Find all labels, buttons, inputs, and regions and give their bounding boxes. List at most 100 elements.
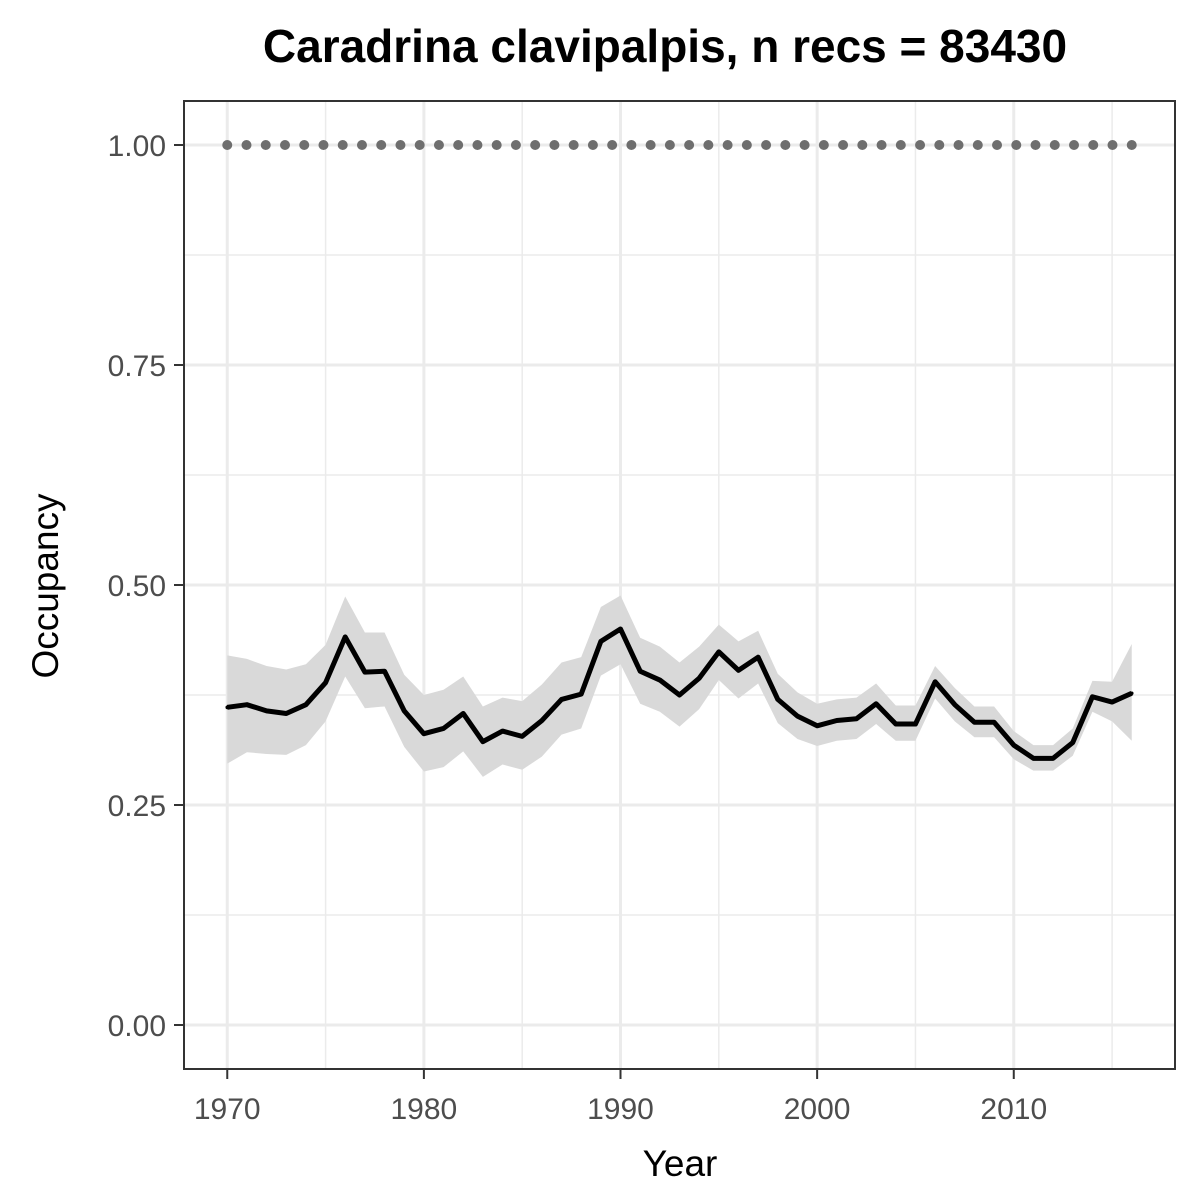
dotted-line-dot [992, 140, 1003, 150]
dotted-line-dot [645, 140, 656, 150]
occupancy-point [677, 693, 682, 697]
dotted-line-dot [376, 140, 387, 150]
dotted-line-dot [433, 140, 444, 150]
occupancy-point [599, 639, 603, 644]
dotted-line-dot [761, 140, 772, 150]
occupancy-point [284, 711, 289, 716]
occupancy-point [618, 627, 623, 631]
dotted-line-dot [838, 140, 849, 150]
occupancy-point [1031, 756, 1036, 761]
occupancy-point [520, 734, 524, 739]
occupancy-point [815, 724, 819, 728]
major-gridlines [184, 101, 1175, 1069]
x-tick-label: 2010 [980, 1093, 1047, 1126]
occupancy-point [697, 676, 701, 681]
dotted-line-dot [684, 140, 695, 150]
dotted-line-dot [279, 140, 290, 150]
occupancy-point [717, 650, 721, 654]
dotted-line-dot [876, 140, 887, 150]
occupancy-point [1070, 740, 1075, 745]
occupancy-point [756, 655, 760, 659]
occupancy-point [992, 720, 996, 725]
dotted-line-dot [703, 140, 714, 150]
occupancy-point [854, 716, 859, 721]
occupancy-point [540, 718, 544, 723]
dotted-line-dot [472, 140, 483, 150]
dotted-line-dot [857, 140, 868, 150]
dotted-line-dot [818, 140, 829, 150]
occupancy-point [835, 718, 839, 723]
y-tick-label: 0.00 [108, 1010, 166, 1043]
tick-labels: 1970 1980 1990 2000 2010 0.00 0.25 0.50 0.75 1.00 [108, 130, 1048, 1126]
occupancy-point [363, 670, 367, 674]
occupancy-point [1129, 691, 1134, 696]
dotted-line-dot [1088, 140, 1099, 150]
dotted-line-dot [722, 140, 733, 150]
chart-title: Caradrina clavipalpis, n recs = 83430 [263, 20, 1067, 72]
dotted-line-dot [356, 140, 367, 150]
occupancy-point [972, 720, 977, 725]
occupancy-point [736, 668, 741, 673]
dotted-line-dot [915, 140, 926, 150]
y-tick-label: 0.75 [108, 350, 166, 383]
occupancy-point [933, 680, 937, 684]
dotted-line-dot [1069, 140, 1080, 150]
occupancy-point [579, 692, 583, 696]
occupancy-point [658, 678, 662, 682]
y-tick-label: 1.00 [108, 130, 166, 163]
occupancy-point [559, 697, 564, 702]
dotted-line-dot [953, 140, 964, 150]
dotted-line-dot [510, 140, 521, 150]
occupancy-point [461, 711, 466, 716]
dotted-line-dot [626, 140, 637, 150]
occupancy-point [1090, 694, 1095, 699]
occupancy-point [225, 705, 230, 710]
x-tick-label: 1990 [587, 1093, 654, 1126]
dotted-line-dot [664, 140, 675, 150]
dotted-line-dot [568, 140, 579, 150]
dotted-line-dot [299, 140, 310, 150]
dotted-line-dot [895, 140, 906, 150]
occupancy-point [913, 722, 918, 726]
dotted-line-dot [318, 140, 329, 150]
dotted-line-dot [607, 140, 618, 150]
x-axis-title: Year [643, 1143, 718, 1184]
occupancy-point [245, 702, 249, 707]
dotted-line-dot [972, 140, 983, 150]
dotted-line-dot [780, 140, 791, 150]
dotted-line-dot [260, 140, 271, 150]
dotted-line-dot [1011, 140, 1022, 150]
confidence-band [227, 595, 1132, 777]
dotted-line-dot [530, 140, 541, 150]
dotted-line-dot [1126, 140, 1137, 150]
occupancy-point [795, 714, 800, 718]
x-tick-label: 1970 [194, 1093, 261, 1126]
dotted-line-dot [1107, 140, 1118, 150]
occupancy-point [638, 669, 642, 674]
dotted-line-dot [453, 140, 464, 150]
dotted-line-dot [491, 140, 502, 150]
occupancy-point [776, 697, 780, 702]
occupancy-point [441, 726, 446, 731]
occupancy-point [500, 729, 505, 733]
occupancy-point [1051, 756, 1055, 761]
dotted-line-dot [1030, 140, 1041, 150]
dotted-line-dot [934, 140, 945, 150]
occupancy-point [952, 702, 957, 707]
dotted-line-dot [222, 140, 233, 150]
dotted-line-dot [241, 140, 252, 150]
dotted-line-dot [1049, 140, 1060, 150]
occupancy-point [304, 702, 308, 707]
x-tick-label: 2000 [784, 1093, 851, 1126]
occupancy-point [343, 635, 348, 639]
dotted-line-dot [395, 140, 406, 150]
y-axis-title: Occupancy [25, 493, 66, 679]
axis-ticks [174, 144, 1015, 1079]
dotted-line-dot [741, 140, 752, 150]
dotted-line-dot [549, 140, 560, 150]
occupancy-point [323, 680, 328, 685]
occupancy-point [1110, 700, 1114, 704]
